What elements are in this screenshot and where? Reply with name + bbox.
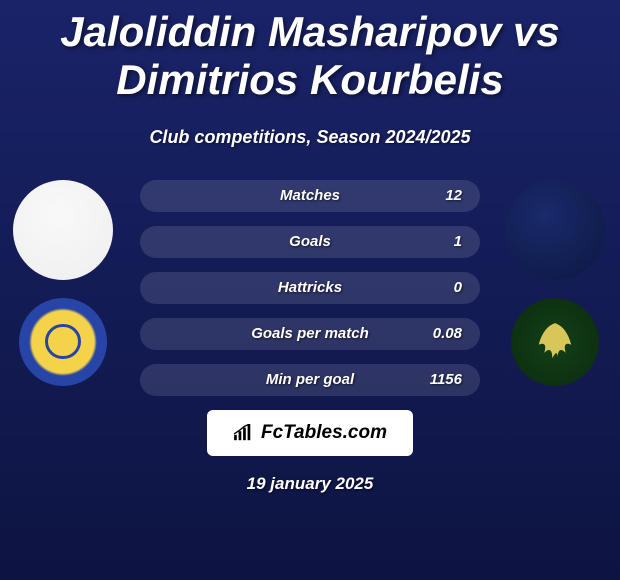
subtitle: Club competitions, Season 2024/2025 bbox=[0, 127, 620, 148]
eagle-icon bbox=[528, 315, 582, 369]
club-right-badge bbox=[511, 298, 599, 386]
stat-label: Goals per match bbox=[198, 325, 422, 342]
player-left-avatar bbox=[13, 180, 113, 280]
stat-right-value: 0 bbox=[422, 279, 462, 296]
stat-right-value: 1156 bbox=[422, 371, 462, 388]
date-label: 19 january 2025 bbox=[247, 474, 374, 494]
stat-label: Min per goal bbox=[198, 371, 422, 388]
club-left-badge bbox=[19, 298, 107, 386]
stat-row: Goals 1 bbox=[140, 226, 480, 258]
player-right-avatar bbox=[505, 180, 605, 280]
footer: FcTables.com 19 january 2025 bbox=[0, 410, 620, 494]
page-title: Jaloliddin Masharipov vs Dimitrios Kourb… bbox=[0, 0, 620, 105]
stat-row: Hattricks 0 bbox=[140, 272, 480, 304]
brand-label: FcTables.com bbox=[261, 422, 387, 444]
stats-table: Matches 12 Goals 1 Hattricks 0 Goals per… bbox=[140, 180, 480, 396]
stat-right-value: 0.08 bbox=[422, 325, 462, 342]
stat-right-value: 1 bbox=[422, 233, 462, 250]
stat-label: Matches bbox=[198, 187, 422, 204]
comparison-content: Matches 12 Goals 1 Hattricks 0 Goals per… bbox=[0, 180, 620, 494]
stat-right-value: 12 bbox=[422, 187, 462, 204]
player-right-column bbox=[500, 180, 610, 386]
bar-chart-icon bbox=[233, 424, 255, 442]
stat-row: Matches 12 bbox=[140, 180, 480, 212]
stat-row: Min per goal 1156 bbox=[140, 364, 480, 396]
stat-label: Goals bbox=[198, 233, 422, 250]
brand-badge[interactable]: FcTables.com bbox=[207, 410, 413, 456]
stat-row: Goals per match 0.08 bbox=[140, 318, 480, 350]
player-left-column bbox=[8, 180, 118, 386]
stat-label: Hattricks bbox=[198, 279, 422, 296]
